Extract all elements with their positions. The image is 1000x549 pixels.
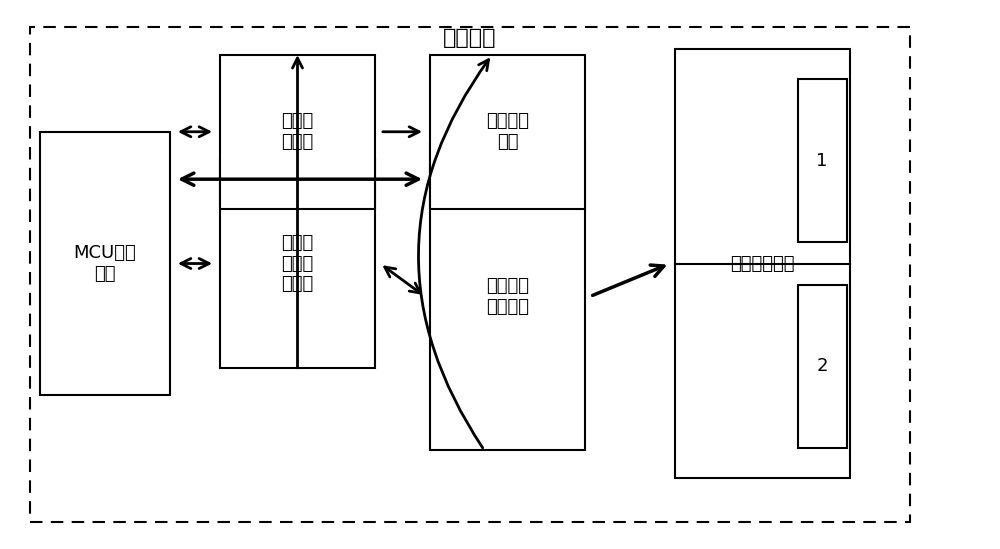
Text: 信号隔离模块: 信号隔离模块 (730, 255, 795, 272)
FancyBboxPatch shape (675, 49, 850, 478)
Text: 1: 1 (816, 152, 828, 170)
FancyBboxPatch shape (30, 27, 910, 522)
Text: 2: 2 (816, 357, 828, 376)
FancyBboxPatch shape (798, 80, 846, 242)
FancyBboxPatch shape (798, 285, 846, 447)
FancyBboxPatch shape (430, 55, 585, 209)
FancyBboxPatch shape (430, 143, 585, 450)
FancyBboxPatch shape (220, 159, 375, 368)
Text: MCU控制
模块: MCU控制 模块 (74, 244, 136, 283)
FancyBboxPatch shape (40, 132, 170, 395)
FancyBboxPatch shape (220, 55, 375, 209)
Text: 电阻计
算模块: 电阻计 算模块 (281, 113, 314, 151)
Text: 可调功率
放大模块: 可调功率 放大模块 (486, 277, 529, 316)
Text: 测量装置: 测量装置 (443, 29, 497, 48)
Text: 电流采样
模块: 电流采样 模块 (486, 113, 529, 151)
Text: 正弦波
信号发
生模块: 正弦波 信号发 生模块 (281, 234, 314, 293)
